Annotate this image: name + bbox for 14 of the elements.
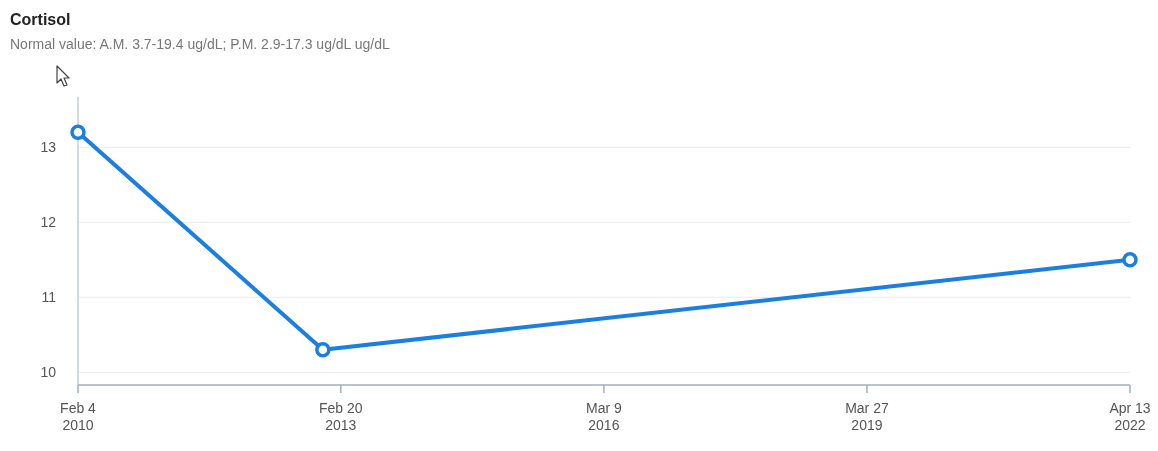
chart-subtitle: Normal value: A.M. 3.7-19.4 ug/dL; P.M. 2.9-17.3 ug/dL ug/dL xyxy=(10,36,390,52)
chart-title: Cortisol xyxy=(10,11,71,28)
y-tick-label: 11 xyxy=(41,289,57,306)
point xyxy=(70,124,86,140)
y-tick-label: 10 xyxy=(40,364,57,381)
x-tick-label: Apr 13 2022 xyxy=(1109,400,1151,433)
x-tick-label: Mar 27 2019 xyxy=(845,400,889,433)
x-tick-label: Mar 9 2016 xyxy=(585,400,622,433)
x-tick-label: Feb 20 2013 xyxy=(319,400,363,433)
x-tick-label: Feb 4 2010 xyxy=(60,400,97,433)
point xyxy=(1122,252,1138,268)
y-tick-label: 12 xyxy=(40,214,57,231)
point xyxy=(315,342,331,358)
y-tick-label: 13 xyxy=(40,139,57,156)
